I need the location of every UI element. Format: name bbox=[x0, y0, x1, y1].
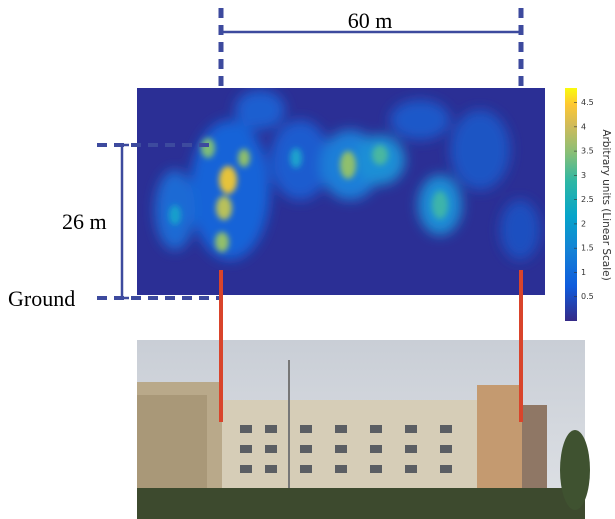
heatmap bbox=[137, 88, 545, 295]
height-label: 26 m bbox=[62, 209, 107, 234]
annotation-lines bbox=[97, 8, 524, 300]
colorbar-tick-label: 1.5 bbox=[581, 244, 594, 253]
red-markers bbox=[219, 270, 523, 422]
colorbar bbox=[565, 88, 577, 321]
colorbar-tick-label: 1 bbox=[581, 268, 586, 277]
colorbar-label: Arbitrary units (Linear Scale) bbox=[600, 129, 612, 280]
ground-label: Ground bbox=[8, 286, 75, 311]
colorbar-tick-label: 3 bbox=[581, 171, 586, 180]
width-label: 60 m bbox=[348, 8, 393, 33]
colorbar-tick-label: 0.5 bbox=[581, 292, 594, 301]
photo bbox=[137, 340, 590, 519]
colorbar-tick-label: 4 bbox=[581, 122, 586, 131]
colorbar-tick-label: 3.5 bbox=[581, 147, 594, 156]
colorbar-tick-label: 2.5 bbox=[581, 195, 594, 204]
colorbar-tick-label: 4.5 bbox=[581, 98, 594, 107]
colorbar-tick-label: 2 bbox=[581, 219, 586, 228]
colorbar-ticks: 0.5 1 1.5 2 2.5 3 3.5 4 4.5 bbox=[574, 98, 594, 301]
